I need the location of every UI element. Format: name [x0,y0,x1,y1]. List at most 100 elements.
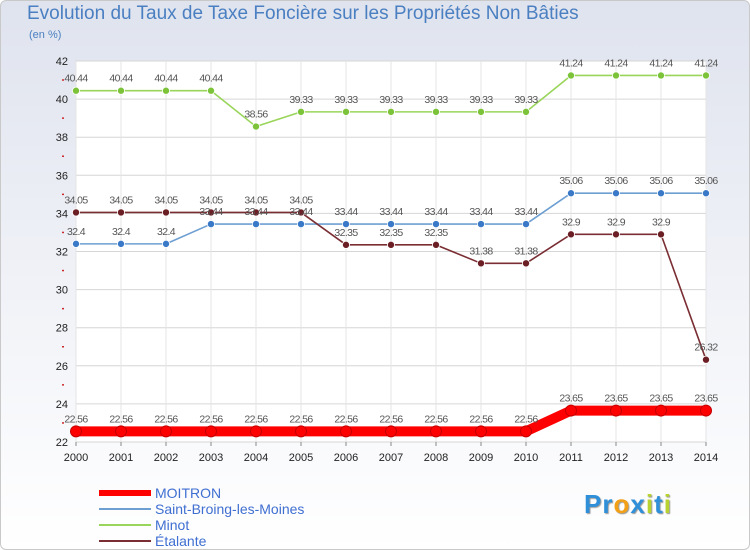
data-label: 31.38 [514,245,538,257]
data-point [567,230,576,239]
x-tick-label: 2011 [559,452,583,464]
data-label: 34.05 [109,194,133,206]
data-label: 23.65 [649,393,673,405]
data-point [522,107,531,116]
data-point [386,240,395,249]
data-label: 39.33 [514,94,538,106]
x-tick-label: 2008 [424,452,448,464]
data-label: 23.65 [604,393,628,405]
data-point [612,71,621,80]
data-label: 34.05 [154,194,178,206]
data-point [117,239,126,248]
data-point [341,240,350,249]
x-tick-label: 2000 [64,452,88,464]
x-tick-label: 2009 [469,452,493,464]
data-label: 41.24 [694,57,718,69]
data-label: 33.44 [469,206,493,218]
data-label: 40.44 [64,73,88,85]
y-tick-label: 28 [56,323,68,335]
legend-swatch [99,540,151,542]
series [70,71,712,438]
data-label: 41.24 [559,57,583,69]
y-tick-label: 32 [56,247,68,259]
data-label: 31.38 [469,245,493,257]
logo-letter: i [663,489,672,519]
x-tick-label: 2005 [289,452,313,464]
data-point [206,208,215,217]
chart-unit-label: (en %) [29,29,62,41]
data-point [657,71,666,80]
data-point [612,189,621,198]
data-point [251,208,260,217]
data-point [612,230,621,239]
data-label: 32.4 [157,226,176,238]
data-point [160,425,172,438]
data-label: 40.44 [109,73,133,85]
x-tick-label: 2006 [334,452,358,464]
x-tick-label: 2007 [379,452,403,464]
data-label: 39.33 [379,94,403,106]
data-label: 33.44 [514,206,538,218]
data-label: 32.35 [424,227,448,239]
data-point [72,86,81,95]
data-point [702,71,711,80]
y-tick-label: 24 [56,399,68,411]
data-label: 22.56 [514,413,538,425]
data-label: 33.44 [424,206,448,218]
data-label: 34.05 [64,194,88,206]
x-tick-label: 2013 [649,452,673,464]
data-label: 22.56 [154,413,178,425]
data-label: 39.33 [424,94,448,106]
y-tick-label: 22 [56,437,68,449]
legend-label: Saint-Broing-les-Moines [155,501,305,517]
data-point [296,208,305,217]
data-label: 33.44 [199,206,223,218]
y-tick-label: 30 [56,285,68,297]
y-tick-label: 26 [56,361,68,373]
data-label: 23.65 [694,393,718,405]
data-label: 22.56 [379,413,403,425]
x-tick-label: 2012 [604,452,628,464]
data-point [117,86,126,95]
logo-letter: t [654,489,664,519]
data-label: 35.06 [649,175,673,187]
data-label: 33.44 [289,206,313,218]
legend-swatch [99,524,151,526]
data-point [520,425,532,438]
data-point [72,208,81,217]
data-label: 22.56 [199,413,223,425]
data-point [431,107,440,116]
data-point [117,208,126,217]
data-label: 33.44 [334,206,358,218]
data-label: 32.35 [334,227,358,239]
legend-label: Minot [155,517,190,533]
data-point [431,240,440,249]
y-tick-label: 38 [56,132,68,144]
y-tick-label: 42 [56,56,68,68]
data-point [386,107,395,116]
data-label: 33.44 [379,206,403,218]
legend-swatch [99,490,151,496]
data-point [385,425,397,438]
x-tick-label: 2010 [514,452,538,464]
data-label: 32.4 [67,226,86,238]
data-point [476,107,485,116]
data-point [161,86,170,95]
data-label: 40.44 [199,73,223,85]
data-point [251,220,260,229]
logo-letter: P [584,489,603,519]
legend-label: Étalante [155,533,207,549]
data-point [251,122,260,131]
chart-title: Evolution du Taux de Taxe Foncière sur l… [27,3,579,24]
data-point [565,404,577,417]
data-point [341,107,350,116]
data-label: 22.56 [244,413,268,425]
data-point [205,425,217,438]
logo-letter: o [613,489,631,519]
data-point [206,86,215,95]
data-point [522,220,531,229]
data-point [702,355,711,364]
legend-label: MOITRON [155,485,222,501]
